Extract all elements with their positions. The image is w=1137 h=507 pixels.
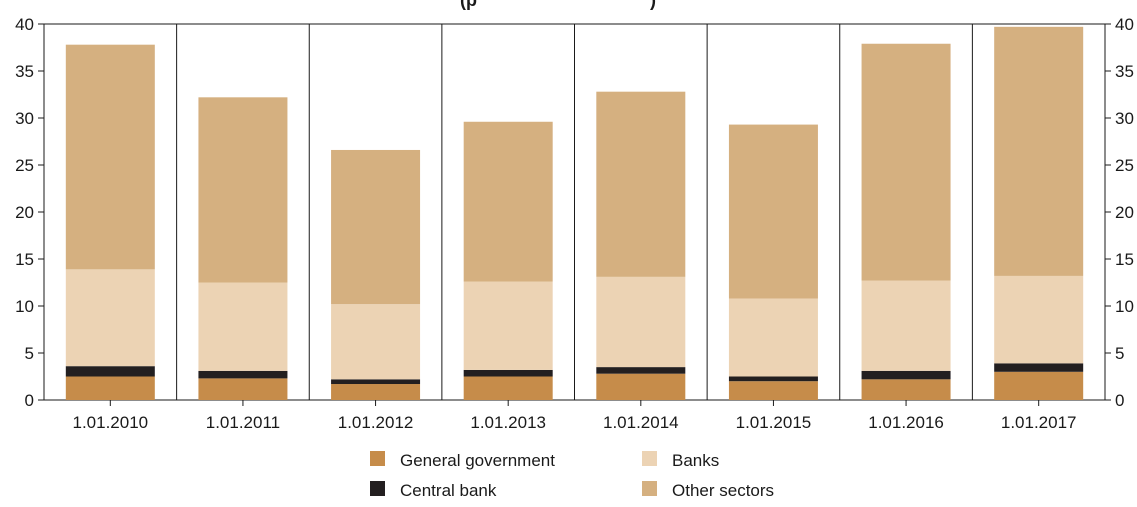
bar-banks [994,275,1084,364]
bar-central-bank [198,370,288,379]
chart-title-start: (p [460,0,477,10]
bar-general-government [331,384,421,400]
bar-other-sectors [994,26,1084,276]
y-tick-label-right: 5 [1115,344,1124,363]
bar-general-government [198,378,288,400]
x-tick-label: 1.01.2015 [736,413,812,432]
y-tick-label-right: 40 [1115,15,1134,34]
y-tick-label-left: 30 [15,109,34,128]
bar-central-bank [861,370,951,380]
x-tick-label: 1.01.2016 [868,413,944,432]
bar-other-sectors [65,44,155,270]
bar-central-bank [463,369,553,377]
y-tick-label-left: 5 [25,344,34,363]
axes: 0 0 5 5 10 10 15 15 20 20 25 25 30 30 35 35 40 40 1.01.201… [15,15,1134,432]
bar-central-bank [728,376,818,382]
x-tick-label: 1.01.2010 [72,413,148,432]
bar-banks [463,281,553,370]
bar-banks [198,282,288,371]
y-tick-label-right: 15 [1115,250,1134,269]
y-tick-label-right: 10 [1115,297,1134,316]
legend-label-central-bank: Central bank [400,481,497,500]
y-tick-label-right: 0 [1115,391,1124,410]
bar-central-bank [331,379,421,385]
bar-banks [65,269,155,367]
bar-general-government [994,371,1084,400]
legend-label-other-sectors: Other sectors [672,481,774,500]
y-tick-label-left: 25 [15,156,34,175]
y-tick-label-left: 35 [15,62,34,81]
x-tick-label: 1.01.2011 [206,413,280,432]
bar-general-government [861,379,951,400]
legend-label-general-government: General government [400,451,555,470]
y-tick-label-right: 35 [1115,62,1134,81]
y-tick-label-left: 10 [15,297,34,316]
bar-other-sectors [861,43,951,281]
bar-other-sectors [596,91,686,277]
legend-swatch-banks [642,451,657,466]
x-tick-label: 1.01.2017 [1001,413,1077,432]
bar-other-sectors [198,97,288,283]
y-tick-label-left: 40 [15,15,34,34]
x-tick-label: 1.01.2013 [470,413,546,432]
bar-banks [728,298,818,377]
y-tick-label-left: 15 [15,250,34,269]
y-tick-label-left: 20 [15,203,34,222]
bar-other-sectors [331,149,421,305]
legend-swatch-central-bank [370,481,385,496]
bar-general-government [463,376,553,400]
chart-title-end: ) [650,0,656,10]
x-tick-label: 1.01.2012 [338,413,414,432]
y-tick-label-right: 25 [1115,156,1134,175]
bar-banks [331,304,421,380]
bar-central-bank [65,366,155,377]
bar-banks [861,280,951,371]
bar-other-sectors [728,124,818,299]
bar-other-sectors [463,121,553,282]
bar-central-bank [994,363,1084,372]
legend-swatch-other-sectors [642,481,657,496]
bars [65,26,1084,400]
bar-central-bank [596,367,686,374]
x-tick-label: 1.01.2014 [603,413,679,432]
y-tick-label-right: 20 [1115,203,1134,222]
y-tick-label-right: 30 [1115,109,1134,128]
bar-general-government [596,373,686,400]
legend-swatch-general-government [370,451,385,466]
bar-general-government [65,376,155,400]
y-tick-label-left: 0 [25,391,34,410]
legend: General government Central bank Banks Other… [370,451,774,500]
bar-banks [596,276,686,368]
legend-label-banks: Banks [672,451,719,470]
bar-general-government [728,381,818,400]
